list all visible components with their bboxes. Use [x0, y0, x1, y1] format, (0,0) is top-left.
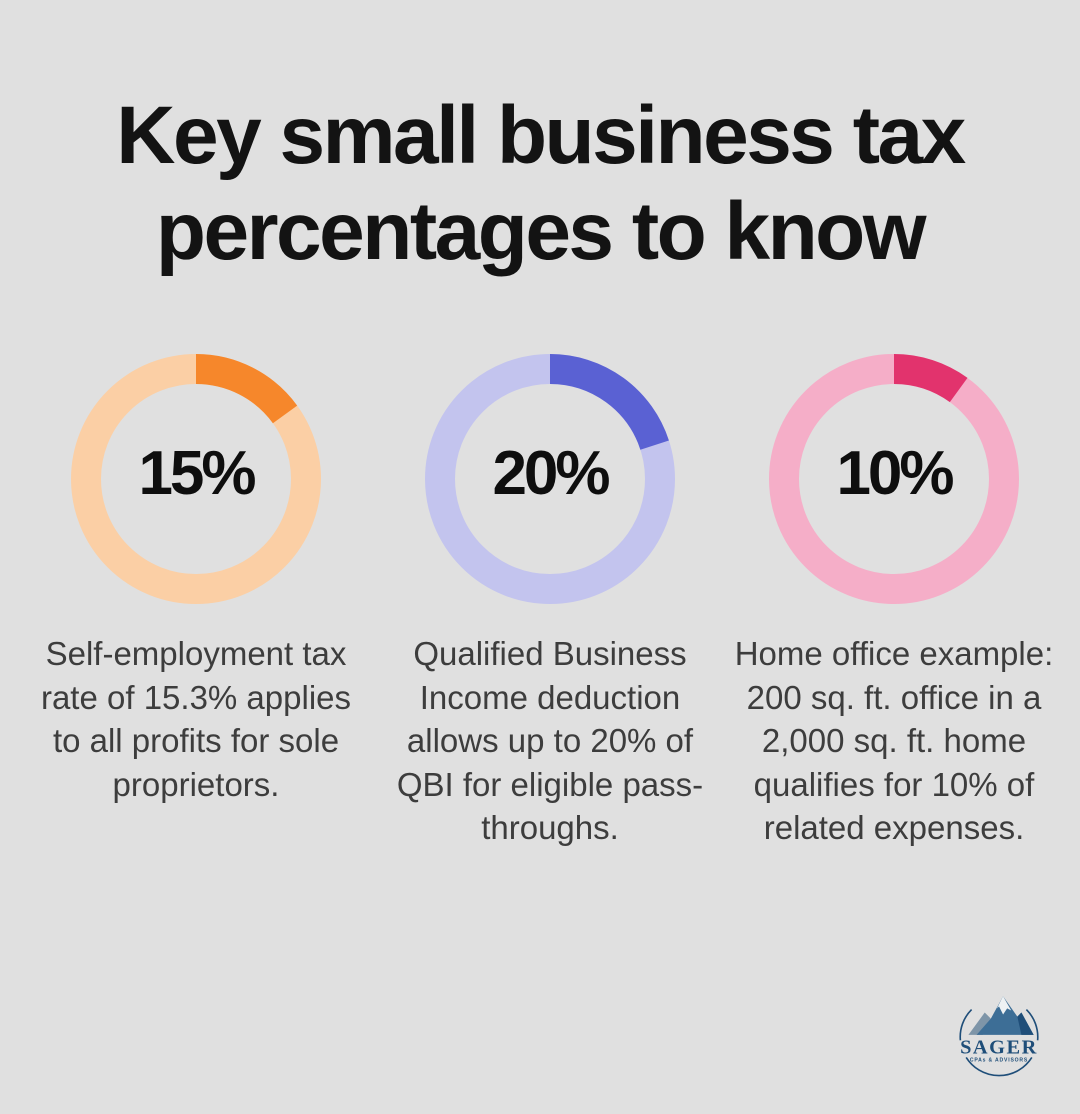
logo-circle-right-arc [1025, 1008, 1039, 1041]
page-title: Key small business tax percentages to kno… [0, 88, 1080, 280]
mountain-snowcap-icon [996, 996, 1012, 1015]
chart-column-qbi: 20% Qualified Business Income deduction … [380, 354, 720, 850]
donut-value-arc [769, 354, 1019, 604]
logo-circle-bottom-arc [965, 1057, 1033, 1077]
donut-value-arc [71, 354, 321, 604]
page-title-line2: percentages to know [155, 185, 927, 277]
chart-column-self-employment: 15% Self-employment tax rate of 15.3% ap… [26, 354, 366, 806]
donut-qbi: 20% [425, 354, 675, 604]
donut-caption: Home office example: 200 sq. ft. office … [734, 635, 1054, 847]
page-title-line1: Key small business tax [116, 90, 966, 181]
sager-logo-badge: SAGER CPAs & ADVISORS [959, 996, 1039, 1077]
donut-chart-10-percent [769, 354, 1019, 604]
donut-chart-20-percent [425, 354, 675, 604]
donut-home-office: 10% [769, 354, 1019, 604]
chart-column-home-office: 10% Home office example: 200 sq. ft. off… [724, 354, 1064, 850]
donut-self-employment: 15% [71, 354, 321, 604]
logo-tagline: CPAs & ADVISORS [970, 1057, 1028, 1063]
donut-percent-label: 20% [492, 438, 610, 508]
donut-percent-label: 10% [836, 438, 954, 508]
donut-caption: Self-employment tax rate of 15.3% applie… [40, 635, 352, 803]
donut-value-arc [425, 354, 675, 604]
donut-caption: Qualified Business Income deduction allo… [396, 635, 704, 847]
donut-percent-label: 15% [138, 438, 256, 508]
sager-logo: SAGER CPAs & ADVISORS [946, 994, 1052, 1084]
mountain-shadow-icon [1017, 1012, 1034, 1035]
logo-circle-left-arc [959, 1008, 973, 1041]
logo-wordmark: SAGER [960, 1036, 1038, 1058]
donut-chart-15-percent [71, 354, 321, 604]
